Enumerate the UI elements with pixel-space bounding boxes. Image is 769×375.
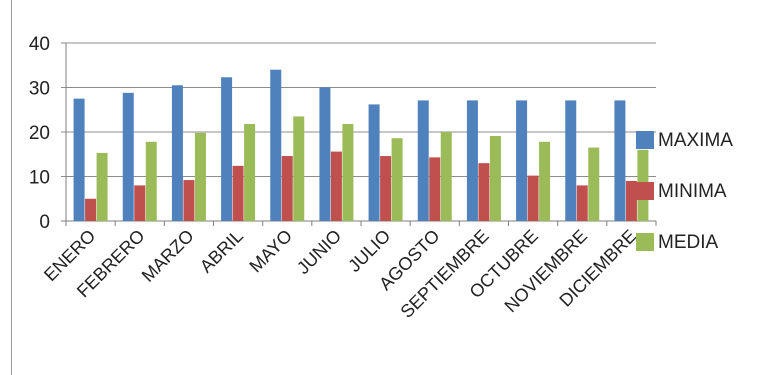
bar-minima (380, 156, 392, 221)
category-label: MAYO (245, 226, 296, 277)
bar-minima (183, 180, 195, 221)
y-tick-label: 40 (29, 34, 50, 55)
bar-minima (625, 180, 637, 221)
bar-media (391, 138, 403, 221)
y-tick-label: 10 (29, 168, 50, 189)
bars (73, 69, 649, 222)
bar-media (96, 152, 108, 221)
bar-media (244, 123, 256, 221)
category-label: ABRIL (196, 226, 247, 277)
bar-minima (232, 165, 244, 221)
legend-label: MINIMA (658, 181, 727, 202)
bar-minima (281, 156, 293, 221)
bar-maxima (614, 100, 626, 221)
bar-minima (576, 185, 588, 221)
bar-media (539, 141, 551, 221)
bar-minima (85, 198, 97, 221)
bar-media (145, 141, 157, 221)
bar-maxima (368, 104, 380, 221)
bar-minima (330, 151, 342, 221)
bar-minima (527, 175, 539, 221)
gridlines (61, 42, 657, 226)
y-tick-label: 30 (29, 79, 50, 100)
legend-label: MEDIA (658, 232, 719, 253)
bar-maxima (122, 92, 134, 221)
bar-media (440, 132, 452, 221)
category-label: MARZO (138, 226, 198, 286)
x-axis-categories: ENEROFEBREROMARZOABRILMAYOJUNIOJULIOAGOS… (40, 226, 640, 322)
bar-media (293, 116, 305, 221)
bar-minima (478, 163, 490, 221)
bar-maxima (319, 87, 331, 221)
bar-minima (429, 157, 441, 221)
bar-maxima (221, 77, 233, 221)
bar-media (194, 132, 206, 221)
legend-swatch-media (636, 233, 654, 251)
y-axis-ticks: 0 10 20 30 40 (29, 34, 50, 233)
bar-minima (134, 185, 146, 221)
bar-maxima (516, 100, 528, 221)
bar-maxima (466, 100, 478, 221)
legend-swatch-minima (636, 182, 654, 200)
bar-maxima (270, 69, 282, 221)
bar-media (342, 123, 354, 221)
y-tick-label: 20 (29, 123, 50, 144)
legend: MAXIMA MINIMA MEDIA (636, 130, 733, 253)
legend-label: MAXIMA (658, 130, 733, 151)
y-tick-label: 0 (39, 212, 50, 233)
legend-swatch-maxima (636, 131, 654, 149)
bar-maxima (171, 85, 183, 222)
bar-media (588, 147, 600, 221)
category-label: JUNIO (293, 226, 345, 278)
bar-media (489, 136, 501, 221)
bar-maxima (565, 100, 577, 221)
frame-border (11, 0, 12, 375)
bar-maxima (417, 100, 429, 221)
bar-maxima (73, 98, 85, 221)
